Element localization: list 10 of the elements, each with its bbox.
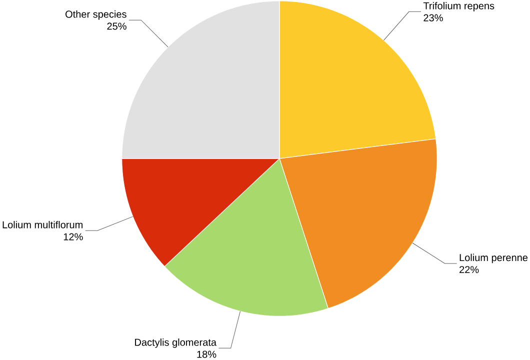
slice-label: Lolium multiflorum [2,221,82,228]
data-label: 23% [424,14,443,22]
data-label: 22% [460,266,479,274]
slice-label: Other species [66,10,126,20]
slice-label: Lolium perenne [460,254,528,264]
slice-label: Dactylis glomerata [135,338,217,348]
data-label: 18% [197,350,216,358]
data-label: 12% [64,233,83,240]
data-label: 25% [107,22,126,30]
slice-label: Trifolium repens [423,2,494,12]
